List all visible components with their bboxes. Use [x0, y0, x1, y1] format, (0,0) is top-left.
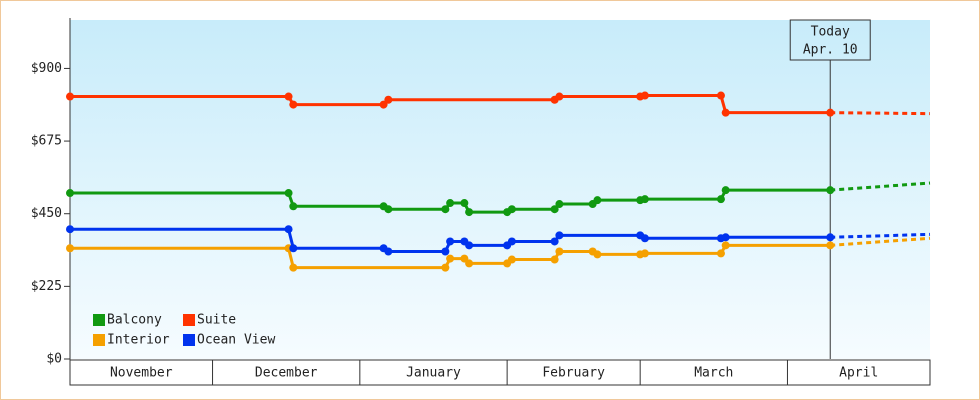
point [640, 91, 649, 100]
point [550, 237, 559, 246]
forecast-line [830, 232, 931, 239]
point [446, 237, 455, 246]
point [289, 100, 298, 109]
forecast-line [830, 181, 931, 192]
forecast-line [830, 236, 931, 247]
point [441, 247, 450, 256]
point [441, 263, 450, 272]
point [826, 186, 835, 195]
series-line [70, 243, 831, 270]
x-tick-label: March [694, 366, 733, 381]
point [721, 108, 730, 117]
point [507, 237, 516, 246]
point [640, 234, 649, 243]
point [640, 249, 649, 258]
point [721, 233, 730, 242]
point [507, 255, 516, 264]
point [593, 250, 602, 259]
legend-swatch [183, 314, 195, 326]
legend-label: Balcony [107, 313, 162, 328]
point [465, 241, 474, 250]
point [289, 202, 298, 211]
point [555, 231, 564, 240]
legend-label: Ocean View [197, 333, 275, 348]
point [66, 92, 74, 101]
legend-swatch [183, 334, 195, 346]
legend-label: Interior [107, 333, 170, 348]
point [826, 241, 835, 250]
y-tick-label: $675 [31, 134, 62, 149]
point [465, 259, 474, 268]
point [384, 205, 393, 214]
point [826, 233, 835, 242]
x-tick-label: December [255, 366, 318, 381]
point [640, 195, 649, 204]
point [384, 95, 393, 104]
y-tick-label: $900 [31, 61, 62, 76]
point [826, 108, 835, 117]
x-tick-label: November [110, 366, 173, 381]
forecast-line [830, 111, 931, 116]
y-tick-label: $225 [31, 279, 62, 294]
point [446, 254, 455, 263]
point [446, 199, 455, 208]
x-tick-label: February [542, 366, 605, 381]
series-line [70, 227, 831, 253]
point [716, 249, 725, 258]
today-label: Apr. 10 [803, 43, 858, 58]
point [465, 208, 474, 217]
point [716, 91, 725, 100]
point [66, 225, 74, 234]
point [507, 205, 516, 214]
legend-swatch [93, 334, 105, 346]
point [555, 92, 564, 101]
today-box [789, 19, 871, 61]
point [289, 244, 298, 253]
x-tick-label: January [406, 366, 461, 381]
y-tick-label: $0 [46, 352, 62, 367]
point [441, 205, 450, 214]
point [555, 200, 564, 209]
x-tick-label: April [839, 366, 878, 381]
point [555, 247, 564, 256]
point [66, 244, 74, 253]
point [460, 199, 469, 208]
point [550, 205, 559, 214]
point [550, 255, 559, 264]
point [66, 189, 74, 198]
point [384, 247, 393, 256]
point [716, 195, 725, 204]
legend-label: Suite [197, 313, 236, 328]
point [284, 92, 293, 101]
point [284, 225, 293, 234]
x-axis-band [69, 359, 931, 386]
point [284, 189, 293, 198]
today-label: Today [811, 25, 850, 40]
legend-swatch [93, 314, 105, 326]
y-tick-label: $450 [31, 206, 62, 221]
point [289, 263, 298, 272]
point [593, 196, 602, 205]
point [721, 186, 730, 195]
point [721, 241, 730, 250]
